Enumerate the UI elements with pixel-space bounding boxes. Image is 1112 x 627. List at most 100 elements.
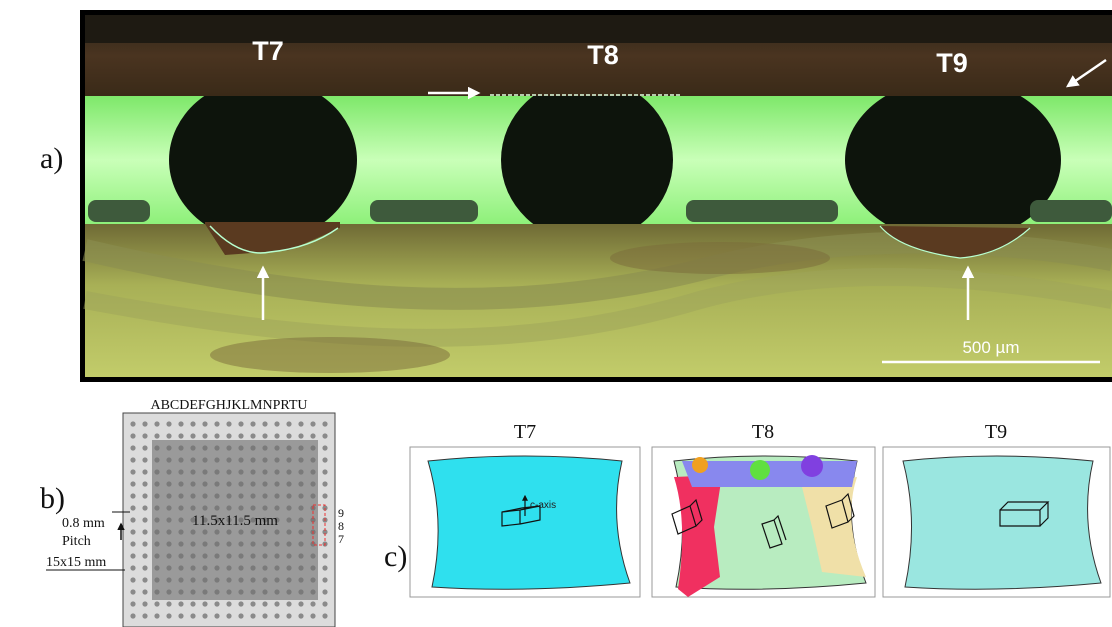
- pad: [370, 200, 478, 222]
- ball-dot: [310, 445, 315, 450]
- ball-dot: [166, 433, 171, 438]
- ball-dot: [310, 601, 315, 606]
- grain: [801, 455, 823, 477]
- ball-dot: [202, 445, 207, 450]
- ball-dot: [190, 613, 195, 618]
- ball-dot: [250, 529, 255, 534]
- ball-dot: [310, 493, 315, 498]
- ball-dot: [310, 577, 315, 582]
- ball-dot: [250, 469, 255, 474]
- ball-dot: [214, 553, 219, 558]
- pad: [1030, 200, 1112, 222]
- ball-dot: [310, 457, 315, 462]
- ball-dot: [154, 481, 159, 486]
- ball-dot: [286, 577, 291, 582]
- ball-dot: [274, 469, 279, 474]
- ball-dot: [298, 577, 303, 582]
- ball-dot: [322, 457, 327, 462]
- ball-dot: [286, 457, 291, 462]
- ball-dot: [286, 553, 291, 558]
- ball-dot: [250, 421, 255, 426]
- ball-dot: [166, 589, 171, 594]
- ball-dot: [274, 553, 279, 558]
- ball-dot: [154, 493, 159, 498]
- ball-dot: [190, 481, 195, 486]
- ball-dot: [154, 421, 159, 426]
- ball-dot: [166, 493, 171, 498]
- ball-dot: [226, 601, 231, 606]
- ball-dot: [298, 493, 303, 498]
- ball-dot: [130, 517, 135, 522]
- ball-dot: [322, 589, 327, 594]
- ball-dot: [178, 601, 183, 606]
- ball-dot: [226, 445, 231, 450]
- ball-dot: [214, 541, 219, 546]
- grain-cluster: [682, 461, 857, 487]
- ball-dot: [202, 469, 207, 474]
- ball-dot: [286, 529, 291, 534]
- ball-dot: [262, 613, 267, 618]
- ball-dot: [202, 613, 207, 618]
- ball-dot: [190, 445, 195, 450]
- ball-dot: [178, 433, 183, 438]
- ball-dot: [130, 529, 135, 534]
- fiber-bundle: [210, 337, 450, 373]
- ball-dot: [130, 493, 135, 498]
- ball-dot: [250, 505, 255, 510]
- ball-dot: [262, 541, 267, 546]
- ball-dot: [274, 505, 279, 510]
- ball-dot: [274, 421, 279, 426]
- ball-dot: [190, 589, 195, 594]
- ball-dot: [142, 529, 147, 534]
- ball-dot: [262, 601, 267, 606]
- ball-dot: [130, 613, 135, 618]
- ball-dot: [178, 589, 183, 594]
- ball-dot: [178, 577, 183, 582]
- ball-dot: [238, 421, 243, 426]
- ball-dot: [142, 445, 147, 450]
- ball-dot: [166, 505, 171, 510]
- ball-dot: [262, 589, 267, 594]
- ball-dot: [130, 601, 135, 606]
- ball-dot: [226, 529, 231, 534]
- ball-dot: [274, 577, 279, 582]
- ball-dot: [178, 541, 183, 546]
- ball-dot: [226, 565, 231, 570]
- ball-dot: [238, 529, 243, 534]
- ball-dot: [298, 601, 303, 606]
- ball-dot: [250, 433, 255, 438]
- ball-dot: [226, 553, 231, 558]
- ball-dot: [166, 421, 171, 426]
- ball-dot: [298, 565, 303, 570]
- ball-dot: [226, 421, 231, 426]
- ball-dot: [154, 577, 159, 582]
- ball-dot: [202, 553, 207, 558]
- ball-dot: [166, 445, 171, 450]
- ball-dot: [214, 565, 219, 570]
- ball-dot: [238, 601, 243, 606]
- ball-dot: [202, 493, 207, 498]
- ball-dot: [178, 445, 183, 450]
- ball-dot: [202, 481, 207, 486]
- row-number: 7: [338, 532, 344, 546]
- ball-dot: [142, 601, 147, 606]
- pitch-word: Pitch: [62, 534, 91, 549]
- ball-dot: [274, 445, 279, 450]
- ball-dot: [130, 541, 135, 546]
- solder-balls: [169, 78, 1061, 242]
- ebsd-maps: c-axis: [410, 447, 1110, 597]
- ball-dot: [262, 481, 267, 486]
- ball-dot: [298, 505, 303, 510]
- row-number: 9: [338, 506, 344, 520]
- ball-dot: [142, 433, 147, 438]
- ball-dot: [310, 565, 315, 570]
- solder-ball: [501, 78, 673, 242]
- ball-dot: [262, 565, 267, 570]
- ball-dot: [298, 433, 303, 438]
- fiber-bundle: [610, 242, 830, 274]
- ball-dot: [250, 553, 255, 558]
- ball-dot: [322, 553, 327, 558]
- ball-dot: [190, 565, 195, 570]
- ball-dot: [226, 493, 231, 498]
- ball-dot: [238, 505, 243, 510]
